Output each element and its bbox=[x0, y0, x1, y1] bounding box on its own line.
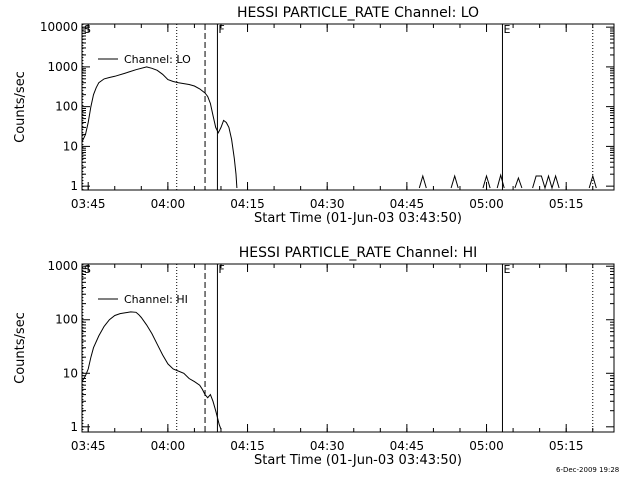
legend-label: Channel: LO bbox=[124, 53, 191, 66]
y-tick-label: 1000 bbox=[47, 60, 78, 74]
x-tick-label: 04:30 bbox=[310, 439, 345, 453]
hi-channel-panel: HESSI PARTICLE_RATE Channel: HI 03:45 04:0… bbox=[13, 245, 615, 468]
data-series-line bbox=[588, 174, 597, 189]
x-axis-label: Start Time (01-Jun-03 03:43:50) bbox=[254, 211, 462, 226]
x-tick-label: 05:15 bbox=[549, 439, 584, 453]
legend-label: Channel: HI bbox=[124, 293, 188, 306]
event-marker-label: F bbox=[218, 263, 224, 276]
x-tick-label: 04:45 bbox=[390, 439, 425, 453]
data-series-line bbox=[482, 174, 491, 189]
event-marker-label: S bbox=[84, 23, 91, 36]
event-marker-label: S bbox=[84, 263, 91, 276]
x-tick-label: 04:00 bbox=[151, 197, 186, 211]
x-tick-label: 04:15 bbox=[230, 439, 265, 453]
data-series-line bbox=[81, 66, 238, 189]
data-series-line bbox=[514, 176, 523, 189]
y-tick-label: 10000 bbox=[40, 20, 78, 34]
x-tick-label: 03:45 bbox=[71, 439, 106, 453]
y-tick-label: 10 bbox=[63, 139, 78, 153]
x-tick-label: 04:00 bbox=[151, 439, 186, 453]
data-series-line bbox=[418, 174, 427, 189]
data-series-line bbox=[532, 174, 560, 190]
y-tick-label: 1 bbox=[70, 420, 78, 434]
y-tick-label: 100 bbox=[55, 313, 78, 327]
x-axis-label: Start Time (01-Jun-03 03:43:50) bbox=[254, 453, 462, 468]
y-tick-label: 1 bbox=[70, 179, 78, 193]
y-tick-label: 100 bbox=[55, 100, 78, 114]
data-series-line bbox=[496, 173, 505, 189]
event-marker-label: F bbox=[218, 23, 224, 36]
data-series-line bbox=[450, 174, 459, 189]
x-tick-label: 04:45 bbox=[390, 197, 425, 211]
lo-channel-panel: HESSI PARTICLE_RATE Channel: LO 03:45 04:0… bbox=[13, 5, 615, 226]
x-tick-label: 05:00 bbox=[469, 439, 504, 453]
data-series-line bbox=[81, 311, 222, 430]
plot-frame bbox=[81, 23, 615, 191]
y-tick-label: 10 bbox=[63, 366, 78, 380]
print-timestamp: 6-Dec-2009 19:28 bbox=[556, 466, 620, 474]
x-tick-label: 03:45 bbox=[71, 197, 106, 211]
chart-title: HESSI PARTICLE_RATE Channel: LO bbox=[237, 5, 479, 21]
x-tick-label: 04:15 bbox=[230, 197, 265, 211]
chart-title: HESSI PARTICLE_RATE Channel: HI bbox=[239, 245, 477, 261]
event-marker-label: E bbox=[503, 263, 510, 276]
y-axis-label: Counts/sec bbox=[13, 71, 28, 143]
event-marker-label: E bbox=[503, 23, 510, 36]
plot-frame bbox=[81, 263, 615, 433]
y-axis-label: Counts/sec bbox=[13, 312, 28, 384]
x-tick-label: 04:30 bbox=[310, 197, 345, 211]
y-tick-label: 1000 bbox=[47, 259, 78, 273]
x-tick-label: 05:15 bbox=[549, 197, 584, 211]
x-tick-label: 05:00 bbox=[469, 197, 504, 211]
